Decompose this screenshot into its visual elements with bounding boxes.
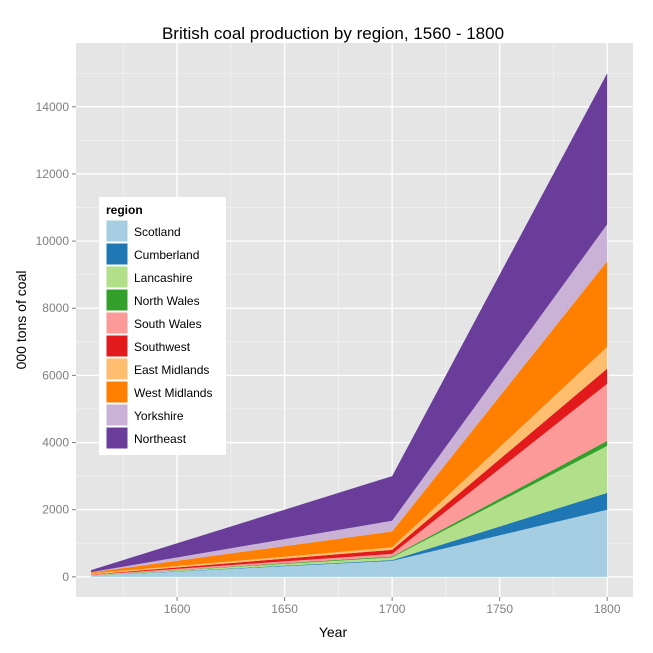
legend-label: Yorkshire (134, 409, 184, 423)
y-tick-label: 8000 (42, 301, 69, 315)
x-tick-label: 1750 (486, 602, 513, 616)
legend-key (105, 426, 129, 450)
y-axis-ticks: 0 2000 4000 6000 8000 10000 12000 14000 (36, 100, 76, 584)
x-tick-label: 1600 (164, 602, 191, 616)
legend-title: region (106, 203, 143, 217)
legend-label: Cumberland (134, 248, 199, 262)
area-northeast (91, 73, 608, 573)
legend-key (105, 265, 129, 289)
y-tick-label: 12000 (36, 167, 70, 181)
legend-key (105, 311, 129, 335)
area-south-wales (91, 383, 608, 576)
legend-label: Lancashire (134, 271, 193, 285)
legend-item: Scotland (105, 219, 181, 243)
x-axis-title: Year (319, 624, 348, 640)
x-tick-label: 1650 (271, 602, 298, 616)
legend-label: South Wales (134, 317, 202, 331)
y-tick-label: 6000 (42, 368, 69, 382)
legend-item: Yorkshire (105, 403, 184, 427)
legend-label: East Midlands (134, 363, 209, 377)
legend-label: North Wales (134, 294, 200, 308)
legend-item: Cumberland (105, 242, 199, 266)
area-scotland (91, 509, 608, 577)
legend-key (105, 334, 129, 358)
legend-item: Northeast (105, 426, 187, 450)
area-lancashire (91, 445, 608, 576)
y-tick-label: 2000 (42, 503, 69, 517)
legend-key (105, 219, 129, 243)
legend: region Scotland Cumberland Lancashire North… (99, 197, 226, 455)
x-tick-label: 1700 (379, 602, 406, 616)
legend-key (105, 380, 129, 404)
legend-item: Southwest (105, 334, 191, 358)
x-tick-label: 1800 (594, 602, 621, 616)
legend-label: West Midlands (134, 386, 212, 400)
legend-key (105, 357, 129, 381)
area-west-midlands (91, 261, 608, 574)
y-tick-label: 0 (62, 570, 69, 584)
legend-item: South Wales (105, 311, 202, 335)
legend-item: Lancashire (105, 265, 193, 289)
legend-item: North Wales (105, 288, 200, 312)
stacked-areas (91, 73, 608, 577)
x-axis-ticks: 1600 1650 1700 1750 1800 (164, 597, 621, 616)
y-axis-title: 000 tons of coal (13, 271, 29, 370)
y-tick-label: 10000 (36, 234, 70, 248)
legend-items: Scotland Cumberland Lancashire North Wales S… (105, 219, 212, 450)
legend-item: West Midlands (105, 380, 212, 404)
y-tick-label: 14000 (36, 100, 70, 114)
legend-key (105, 288, 129, 312)
y-tick-label: 4000 (42, 436, 69, 450)
chart-title: British coal production by region, 1560 … (162, 24, 504, 43)
legend-key (105, 403, 129, 427)
legend-item: East Midlands (105, 357, 209, 381)
legend-key (105, 242, 129, 266)
legend-label: Southwest (134, 340, 191, 354)
legend-label: Northeast (134, 432, 187, 446)
legend-label: Scotland (134, 225, 181, 239)
